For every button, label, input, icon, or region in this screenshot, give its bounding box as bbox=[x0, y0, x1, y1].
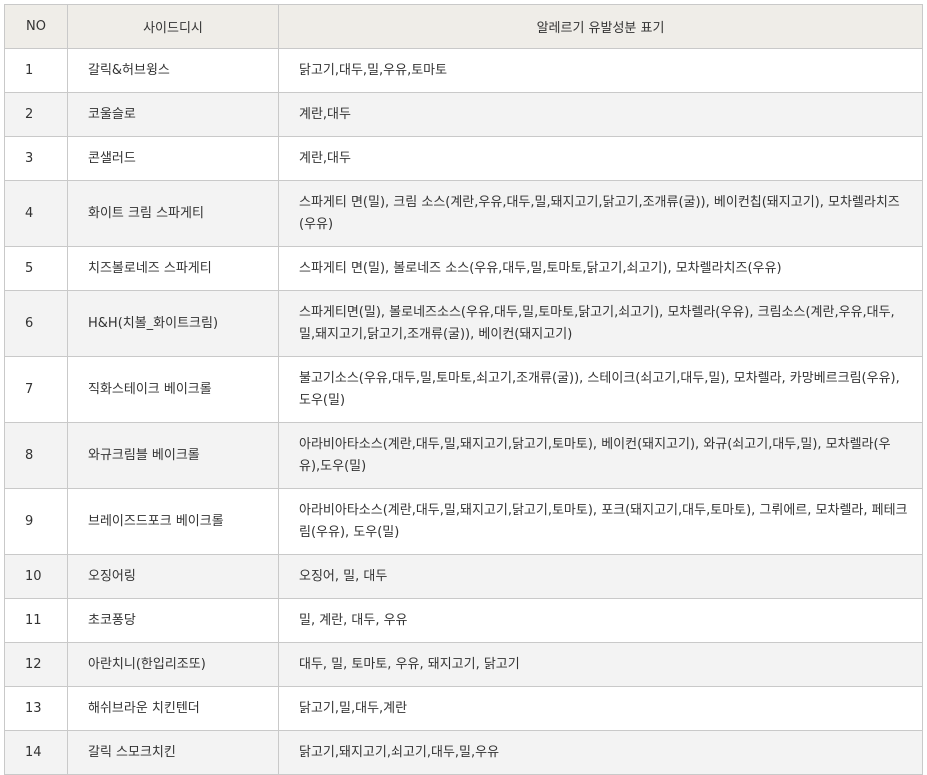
row-name: 브레이즈드포크 베이크롤 bbox=[67, 488, 279, 555]
row-no: 7 bbox=[4, 356, 68, 423]
row-name: 콘샐러드 bbox=[67, 136, 279, 181]
table-row: 5 치즈볼로네즈 스파게티 스파게티 면(밀), 볼로네즈 소스(우유,대두,밀,토… bbox=[4, 246, 923, 291]
row-no: 12 bbox=[4, 642, 68, 687]
row-allergy: 닭고기,돼지고기,쇠고기,대두,밀,우유 bbox=[278, 730, 923, 775]
row-allergy: 계란,대두 bbox=[278, 92, 923, 137]
row-allergy: 계란,대두 bbox=[278, 136, 923, 181]
row-allergy: 아라비아타소스(계란,대두,밀,돼지고기,닭고기,토마토), 베이컨(돼지고기)… bbox=[278, 422, 923, 489]
row-name: 와규크림블 베이크롤 bbox=[67, 422, 279, 489]
table-row: 7 직화스테이크 베이크롤 불고기소스(우유,대두,밀,토마토,쇠고기,조개류(굴)… bbox=[4, 356, 923, 423]
table-row: 10 오징어링 오징어, 밀, 대두 bbox=[4, 554, 923, 599]
row-name: 해쉬브라운 치킨텐더 bbox=[67, 686, 279, 731]
row-no: 1 bbox=[4, 48, 68, 93]
row-allergy: 밀, 계란, 대두, 우유 bbox=[278, 598, 923, 643]
row-no: 4 bbox=[4, 180, 68, 247]
table-row: 14 갈릭 스모크치킨 닭고기,돼지고기,쇠고기,대두,밀,우유 bbox=[4, 730, 923, 775]
table-row: 6 H&H(치볼_화이트크림) 스파게티면(밀), 볼로네즈소스(우유,대두,밀,토… bbox=[4, 290, 923, 357]
row-no: 2 bbox=[4, 92, 68, 137]
table-row: 11 초코퐁당 밀, 계란, 대두, 우유 bbox=[4, 598, 923, 643]
table-row: 12 아란치니(한입리조또) 대두, 밀, 토마토, 우유, 돼지고기, 닭고기 bbox=[4, 642, 923, 687]
header-no: NO bbox=[4, 4, 68, 49]
row-name: 갈릭 스모크치킨 bbox=[67, 730, 279, 775]
allergy-table: NO 사이드디시 알레르기 유발성분 표기 1 갈릭&허브윙스 닭고기,대두,밀,우… bbox=[4, 4, 923, 775]
row-no: 14 bbox=[4, 730, 68, 775]
row-allergy: 스파게티면(밀), 볼로네즈소스(우유,대두,밀,토마토,닭고기,쇠고기), 모… bbox=[278, 290, 923, 357]
row-allergy: 대두, 밀, 토마토, 우유, 돼지고기, 닭고기 bbox=[278, 642, 923, 687]
table-row: 3 콘샐러드 계란,대두 bbox=[4, 136, 923, 181]
row-no: 6 bbox=[4, 290, 68, 357]
header-allergy: 알레르기 유발성분 표기 bbox=[278, 4, 923, 49]
row-name: 화이트 크림 스파게티 bbox=[67, 180, 279, 247]
row-no: 9 bbox=[4, 488, 68, 555]
table-row: 8 와규크림블 베이크롤 아라비아타소스(계란,대두,밀,돼지고기,닭고기,토마토)… bbox=[4, 422, 923, 489]
row-allergy: 오징어, 밀, 대두 bbox=[278, 554, 923, 599]
row-name: 직화스테이크 베이크롤 bbox=[67, 356, 279, 423]
header-row: NO 사이드디시 알레르기 유발성분 표기 bbox=[4, 4, 923, 49]
row-no: 5 bbox=[4, 246, 68, 291]
row-name: 갈릭&허브윙스 bbox=[67, 48, 279, 93]
row-allergy: 닭고기,밀,대두,계란 bbox=[278, 686, 923, 731]
row-name: 초코퐁당 bbox=[67, 598, 279, 643]
row-allergy: 닭고기,대두,밀,우유,토마토 bbox=[278, 48, 923, 93]
table-row: 4 화이트 크림 스파게티 스파게티 면(밀), 크림 소스(계란,우유,대두,밀,… bbox=[4, 180, 923, 247]
row-name: 치즈볼로네즈 스파게티 bbox=[67, 246, 279, 291]
row-name: 오징어링 bbox=[67, 554, 279, 599]
table-row: 9 브레이즈드포크 베이크롤 아라비아타소스(계란,대두,밀,돼지고기,닭고기,토마… bbox=[4, 488, 923, 555]
row-allergy: 불고기소스(우유,대두,밀,토마토,쇠고기,조개류(굴)), 스테이크(쇠고기,… bbox=[278, 356, 923, 423]
row-no: 13 bbox=[4, 686, 68, 731]
row-allergy: 스파게티 면(밀), 볼로네즈 소스(우유,대두,밀,토마토,닭고기,쇠고기),… bbox=[278, 246, 923, 291]
table-row: 1 갈릭&허브윙스 닭고기,대두,밀,우유,토마토 bbox=[4, 48, 923, 93]
table-row: 13 해쉬브라운 치킨텐더 닭고기,밀,대두,계란 bbox=[4, 686, 923, 731]
header-side-dish: 사이드디시 bbox=[67, 4, 279, 49]
row-no: 11 bbox=[4, 598, 68, 643]
row-allergy: 아라비아타소스(계란,대두,밀,돼지고기,닭고기,토마토), 포크(돼지고기,대… bbox=[278, 488, 923, 555]
row-no: 8 bbox=[4, 422, 68, 489]
row-no: 3 bbox=[4, 136, 68, 181]
row-allergy: 스파게티 면(밀), 크림 소스(계란,우유,대두,밀,돼지고기,닭고기,조개류… bbox=[278, 180, 923, 247]
row-name: 코울슬로 bbox=[67, 92, 279, 137]
table-row: 2 코울슬로 계란,대두 bbox=[4, 92, 923, 137]
row-no: 10 bbox=[4, 554, 68, 599]
row-name: 아란치니(한입리조또) bbox=[67, 642, 279, 687]
row-name: H&H(치볼_화이트크림) bbox=[67, 290, 279, 357]
